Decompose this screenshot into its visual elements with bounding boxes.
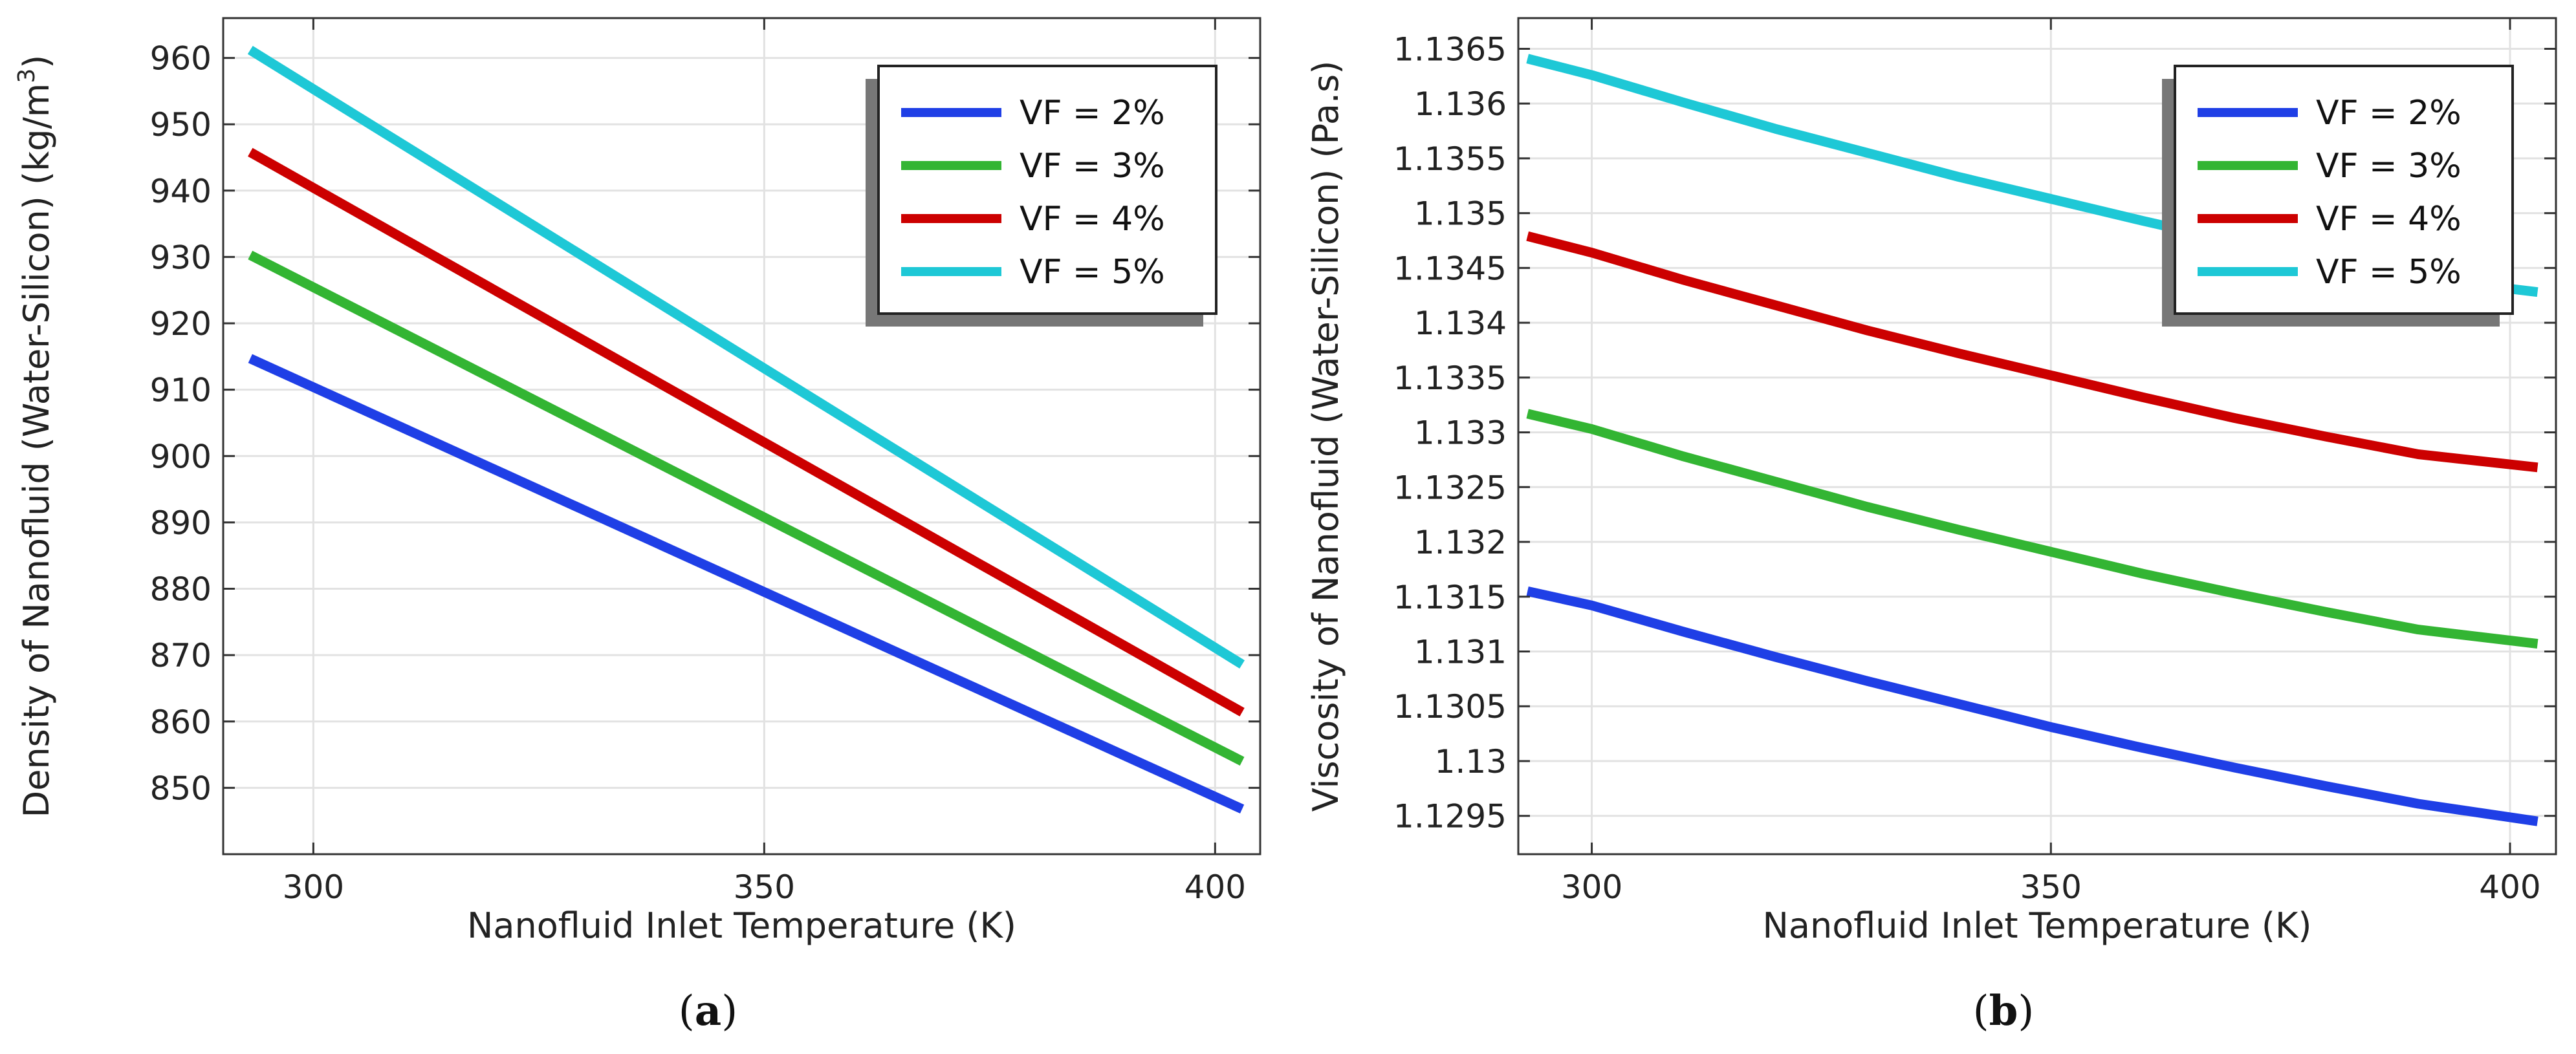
- chart-a-xtick-label-2: 400: [1184, 868, 1246, 906]
- chart-a-ytick-label-8: 930: [150, 239, 212, 276]
- chart-b-ytick-label-4: 1.1315: [1393, 579, 1507, 616]
- chart-b-ytick-label-9: 1.134: [1414, 305, 1507, 342]
- chart-a-xtick-label-1: 350: [734, 868, 795, 906]
- chart-b-legend-label-1: VF = 2%: [2316, 94, 2461, 133]
- chart-b-xtick-label-1: 350: [2020, 868, 2082, 906]
- chart-a-series-line-4: [247, 45, 1245, 669]
- chart-b-ytick-label-13: 1.136: [1414, 85, 1507, 123]
- chart-b-xtick-label-0: 300: [1561, 868, 1622, 906]
- chart-b-panel-label: (b): [1973, 987, 2035, 1035]
- chart-b-ytick-label-14: 1.1365: [1393, 30, 1507, 68]
- chart-b-ytick-label-8: 1.1335: [1393, 360, 1507, 397]
- chart-b-y-axis-label: Viscosity of Nanofluid (Water-Silicon) (…: [1305, 61, 1346, 812]
- chart-viscosity: 300 350 400 1.1295 1.13 1.1305 1.131 1.1315 1.13…: [1305, 17, 2557, 1035]
- chart-a-xtick-label-0: 300: [283, 868, 344, 906]
- chart-a-ytick-label-2: 870: [150, 637, 212, 674]
- chart-a-x-axis-label: Nanofluid Inlet Temperature (K): [467, 905, 1016, 946]
- chart-b-x-axis-label: Nanofluid Inlet Temperature (K): [1763, 905, 2312, 946]
- chart-b-ytick-label-5: 1.132: [1414, 524, 1507, 561]
- chart-a-ytick-label-0: 850: [150, 769, 212, 807]
- chart-b-ytick-label-3: 1.131: [1414, 633, 1507, 671]
- chart-a-panel-label: (a): [679, 987, 737, 1035]
- chart-b-ytick-label-12: 1.1355: [1393, 140, 1507, 178]
- chart-a-series-line-3: [248, 147, 1245, 716]
- chart-a-ytick-label-10: 950: [150, 106, 212, 144]
- chart-b-ytick-label-10: 1.1345: [1393, 250, 1507, 287]
- chart-a-series-line-2: [248, 250, 1245, 766]
- chart-b-series-line-1: [1526, 586, 2538, 826]
- chart-b-legend-label-3: VF = 4%: [2316, 200, 2461, 239]
- chart-a-legend-label-3: VF = 4%: [1020, 200, 1165, 239]
- chart-a-ytick-label-4: 890: [150, 504, 212, 542]
- chart-b-ytick-label-7: 1.133: [1414, 414, 1507, 452]
- chart-b-ytick-label-1: 1.13: [1435, 743, 1507, 780]
- chart-b-ytick-label-11: 1.135: [1414, 195, 1507, 233]
- chart-a-ytick-label-1: 860: [150, 704, 212, 741]
- chart-a-ytick-label-5: 900: [150, 438, 212, 475]
- chart-b-legend-label-2: VF = 3%: [2316, 147, 2461, 186]
- chart-b-series-line-2: [1526, 409, 2538, 649]
- chart-a-legend-label-2: VF = 3%: [1020, 147, 1165, 186]
- chart-b-axes-frame: [1517, 17, 2557, 855]
- chart-a-ytick-label-7: 920: [150, 305, 212, 343]
- chart-a-y-axis-label: Density of Nanofluid (Water-Silicon) (kg…: [14, 55, 57, 818]
- chart-a-series-line-1: [248, 354, 1245, 814]
- chart-a-legend-label-4: VF = 5%: [1020, 253, 1165, 292]
- chart-b-legend-label-4: VF = 5%: [2316, 253, 2461, 292]
- chart-a-legend-label-1: VF = 2%: [1020, 94, 1165, 133]
- chart-b-xtick-label-2: 400: [2479, 868, 2540, 906]
- chart-b-ytick-label-0: 1.1295: [1393, 798, 1507, 835]
- chart-b-ytick-label-6: 1.1325: [1393, 469, 1507, 506]
- chart-a-ytick-label-9: 940: [150, 173, 212, 210]
- chart-density: 300 350 400 850 860 870 880 890 900 910 920 930 940 9…: [14, 17, 1261, 1035]
- chart-a-axes-frame: [222, 17, 1261, 855]
- chart-a-ytick-label-11: 960: [150, 40, 212, 78]
- chart-a-ytick-label-6: 910: [150, 372, 212, 409]
- chart-b-series-line-3: [1526, 231, 2538, 473]
- chart-a-ytick-label-3: 880: [150, 571, 212, 608]
- chart-b-ytick-label-2: 1.1305: [1393, 688, 1507, 726]
